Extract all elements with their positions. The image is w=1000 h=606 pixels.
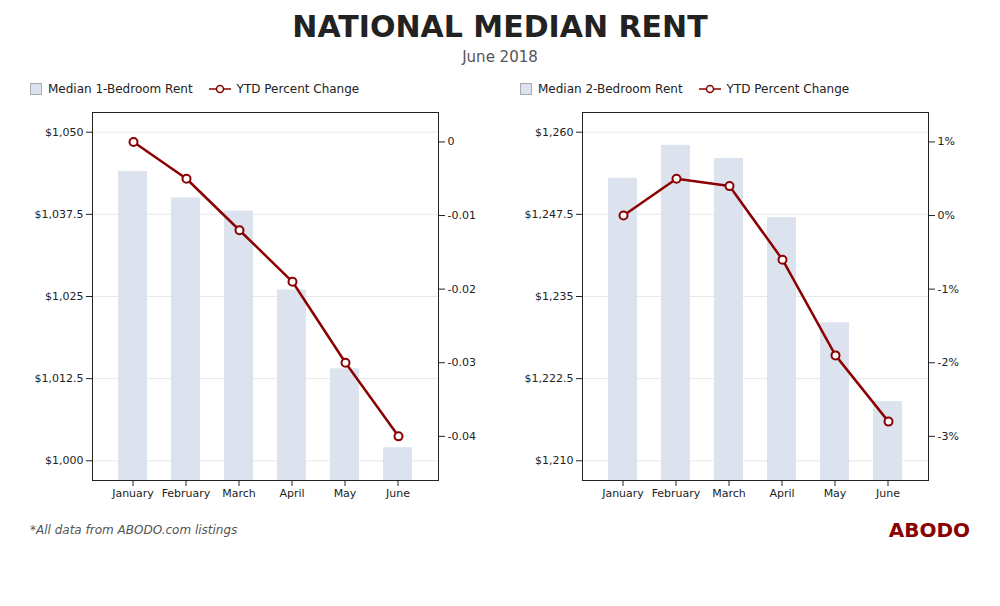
- svg-text:May: May: [334, 487, 357, 500]
- svg-text:1%: 1%: [938, 135, 955, 148]
- svg-text:-0.04: -0.04: [448, 430, 476, 443]
- svg-text:April: April: [279, 487, 304, 500]
- svg-text:June: June: [875, 487, 900, 500]
- svg-text:March: March: [712, 487, 746, 500]
- svg-text:January: January: [601, 487, 644, 500]
- svg-text:$1,012.5: $1,012.5: [35, 372, 84, 385]
- svg-text:$1,037.5: $1,037.5: [35, 208, 84, 221]
- svg-text:-1%: -1%: [938, 283, 959, 296]
- svg-text:February: February: [162, 487, 211, 500]
- html-text:*All data from ABODO.com listi: *All data from ABODO.com listings: [30, 523, 238, 537]
- svg-text:$1,000: $1,000: [45, 454, 84, 467]
- svg-text:$1,222.5: $1,222.5: [525, 372, 574, 385]
- html-text:ABODO: ABODO: [888, 518, 970, 542]
- svg-text:-3%: -3%: [938, 430, 959, 443]
- svg-text:-0.02: -0.02: [448, 283, 476, 296]
- svg-text:-0.01: -0.01: [448, 209, 476, 222]
- svg-text:$1,247.5: $1,247.5: [525, 208, 574, 221]
- svg-text:May: May: [824, 487, 847, 500]
- svg-text:$1,025: $1,025: [45, 290, 84, 303]
- svg-text:$1,260: $1,260: [535, 126, 574, 139]
- svg-text:$1,235: $1,235: [535, 290, 574, 303]
- svg-text:$1,050: $1,050: [45, 126, 84, 139]
- svg-text:January: January: [111, 487, 154, 500]
- svg-text:$1,210: $1,210: [535, 454, 574, 467]
- html-text:June 2018: June 2018: [462, 48, 538, 66]
- svg-text:-0.03: -0.03: [448, 356, 476, 369]
- svg-text:-2%: -2%: [938, 356, 959, 369]
- svg-text:0: 0: [448, 135, 455, 148]
- html-text:Median 2-Bedroom Rent: Median 2-Bedroom Rent: [538, 82, 683, 96]
- svg-text:February: February: [652, 487, 701, 500]
- html-text:YTD Percent Change: YTD Percent Change: [726, 82, 850, 96]
- svg-text:0%: 0%: [938, 209, 955, 222]
- svg-text:March: March: [222, 487, 256, 500]
- svg-text:June: June: [385, 487, 410, 500]
- html-text:YTD Percent Change: YTD Percent Change: [236, 82, 360, 96]
- html-text:Median 1-Bedroom Rent: Median 1-Bedroom Rent: [48, 82, 193, 96]
- html-text:NATIONAL MEDIAN RENT: NATIONAL MEDIAN RENT: [292, 9, 708, 44]
- svg-text:April: April: [769, 487, 794, 500]
